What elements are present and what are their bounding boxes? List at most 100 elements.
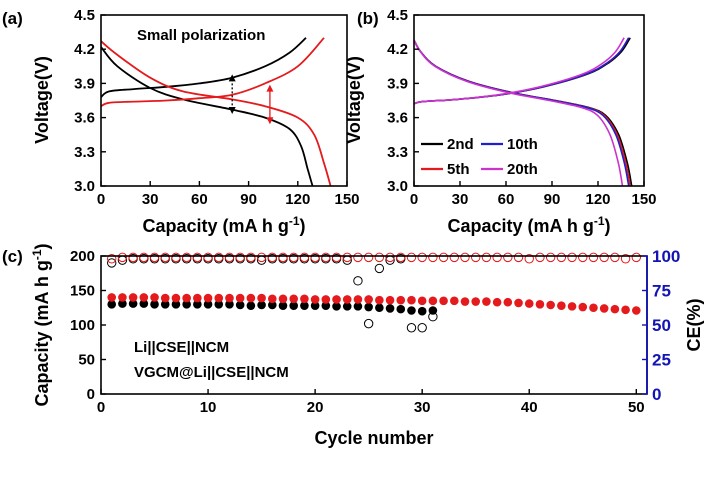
ce-point bbox=[492, 252, 502, 263]
capacity-point bbox=[589, 303, 598, 313]
panel-b-y-ticks: 3.0 3.3 3.6 3.9 4.2 4.5 bbox=[387, 7, 419, 195]
capacity-point bbox=[417, 296, 427, 306]
capacity-point bbox=[407, 295, 416, 305]
ce-point bbox=[214, 252, 224, 263]
x-tick-label: 40 bbox=[521, 399, 538, 416]
panel-b-legend: 2nd 5th 10th 20th bbox=[421, 136, 538, 178]
ce-point bbox=[353, 252, 363, 263]
capacity-point bbox=[257, 293, 266, 303]
legend-label-20th: 20th bbox=[507, 161, 538, 178]
ce-tick-label: 100 bbox=[652, 247, 680, 266]
panel-b-label: (b) bbox=[357, 9, 379, 28]
x-tick-label: 0 bbox=[97, 399, 105, 416]
ce-tick-label: 50 bbox=[652, 316, 671, 335]
legend-label-10th: 10th bbox=[507, 136, 538, 153]
ce-point bbox=[321, 252, 331, 263]
ce-point bbox=[417, 252, 427, 263]
panel-b-frame bbox=[413, 14, 645, 187]
capacity-point bbox=[128, 299, 138, 308]
panel-c-y-axis-title: Capacity (mA h g-1) bbox=[30, 243, 52, 406]
capacity-point bbox=[203, 293, 213, 303]
panel-b-y-axis-title: Voltage(V) bbox=[344, 56, 364, 144]
y-tick-label: 4.2 bbox=[74, 41, 95, 58]
capacity-point bbox=[396, 295, 406, 305]
ce-point bbox=[203, 252, 213, 263]
x-tick-label: 20 bbox=[307, 399, 324, 416]
capacity-point bbox=[535, 300, 545, 309]
capacity-point bbox=[246, 293, 256, 303]
ce-point bbox=[224, 252, 235, 263]
panel-a-plot bbox=[100, 37, 332, 187]
ce-point bbox=[610, 252, 620, 263]
capacity-point bbox=[492, 297, 502, 307]
capacity-point bbox=[289, 294, 299, 304]
capacity-point bbox=[599, 304, 609, 313]
ce-point bbox=[545, 252, 556, 263]
capacity-point bbox=[203, 300, 213, 309]
panel-b-plot bbox=[413, 37, 633, 187]
capacity-point bbox=[417, 306, 427, 316]
capacity-point bbox=[235, 293, 245, 303]
ce-point bbox=[278, 252, 288, 263]
x-tick-label: 30 bbox=[414, 399, 431, 416]
x-tick-label: 50 bbox=[628, 399, 645, 416]
ce-point bbox=[353, 276, 363, 286]
y-tick-label: 4.5 bbox=[387, 7, 408, 24]
panel-b-x-ticks: 0 30 60 90 120 150 bbox=[410, 181, 657, 208]
capacity-point bbox=[193, 300, 202, 309]
capacity-point bbox=[225, 293, 234, 303]
capacity-point bbox=[439, 296, 448, 306]
panel-a-frame bbox=[100, 14, 348, 187]
ce-point bbox=[481, 252, 492, 263]
capacity-point bbox=[578, 302, 588, 312]
x-tick-label: 0 bbox=[97, 191, 105, 208]
y-tick-label: 3.9 bbox=[387, 75, 408, 92]
panel-a-red-discharge-curve bbox=[100, 40, 332, 187]
capacity-point bbox=[321, 301, 331, 310]
ce-point bbox=[417, 323, 427, 333]
panel-a-x-axis-title: Capacity (mA h g-1) bbox=[142, 214, 305, 236]
x-tick-label: 120 bbox=[285, 191, 310, 208]
capacity-point bbox=[364, 295, 373, 304]
ce-point bbox=[460, 252, 470, 263]
ce-point bbox=[246, 252, 256, 263]
legend-label-2nd: 2nd bbox=[447, 136, 474, 153]
ce-point bbox=[363, 252, 374, 263]
panel-c-plot bbox=[107, 252, 641, 333]
capacity-point bbox=[289, 301, 299, 310]
capacity-point bbox=[300, 294, 309, 304]
ce-point bbox=[267, 252, 277, 263]
ce-point bbox=[160, 252, 170, 263]
panel-b-x-axis-title: Capacity (mA h g-1) bbox=[447, 214, 610, 236]
ce-point bbox=[524, 254, 534, 264]
capacity-point bbox=[364, 302, 373, 312]
ce-point bbox=[513, 252, 524, 263]
capacity-point bbox=[449, 296, 459, 306]
panel-b-20th-charge-curve bbox=[413, 37, 625, 105]
ce-point bbox=[235, 252, 245, 263]
panel-a-black-discharge-curve bbox=[100, 46, 314, 187]
x-tick-label: 150 bbox=[631, 191, 656, 208]
capacity-point bbox=[267, 300, 277, 310]
capacity-point bbox=[257, 300, 266, 310]
capacity-point bbox=[193, 293, 202, 303]
capacity-point bbox=[396, 304, 406, 314]
ce-point bbox=[556, 252, 567, 263]
capacity-point bbox=[278, 301, 288, 310]
y-tick-label: 4.5 bbox=[74, 7, 95, 24]
ce-point bbox=[331, 252, 342, 263]
x-tick-label: 90 bbox=[544, 191, 561, 208]
y-tick-label: 3.3 bbox=[387, 144, 408, 161]
y-tick-label: 3.3 bbox=[74, 144, 95, 161]
capacity-point bbox=[482, 297, 491, 306]
ce-point bbox=[128, 252, 138, 263]
panel-c-y-ticks: 0 50 100 150 200 bbox=[70, 248, 106, 403]
ce-point bbox=[578, 252, 588, 263]
ce-point bbox=[181, 252, 192, 263]
ce-point bbox=[342, 252, 352, 263]
y-tick-label: 0 bbox=[87, 386, 95, 403]
x-tick-label: 60 bbox=[498, 191, 515, 208]
ce-point bbox=[567, 252, 577, 263]
capacity-point bbox=[631, 306, 641, 315]
capacity-point bbox=[225, 300, 234, 309]
